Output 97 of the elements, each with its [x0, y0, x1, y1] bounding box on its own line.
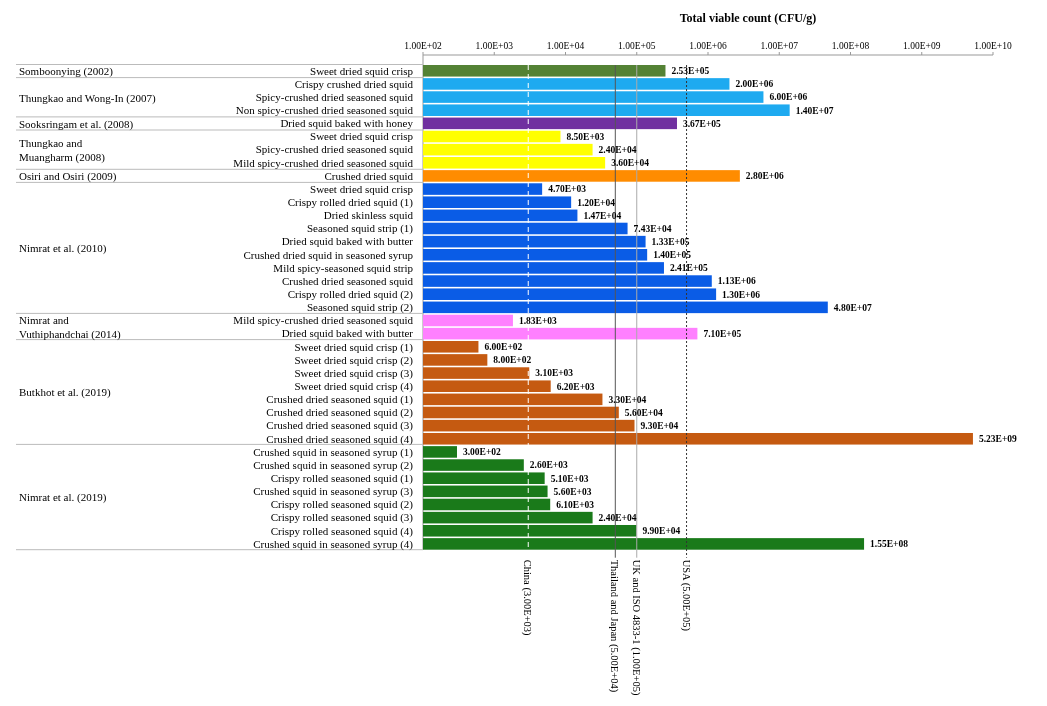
y-tick-label: Crispy rolled dried squid (1) — [287, 196, 414, 210]
x-tick-label: 1.00E+02 — [404, 41, 442, 51]
data-label: 8.00E+02 — [493, 355, 532, 366]
text: Butkhot et al. (2019) — [19, 386, 111, 400]
x-tick-label: 1.00E+06 — [689, 41, 727, 51]
data-label: 1.40E+07 — [795, 105, 834, 116]
y-tick-label: Seasoned squid strip (1) — [306, 222, 414, 236]
data-label: 9.30E+04 — [640, 420, 679, 431]
data-label: 5.23E+09 — [978, 434, 1018, 445]
y-tick-label: Crispy rolled seasoned squid (2) — [270, 498, 414, 512]
data-label: 1.83E+03 — [518, 315, 558, 326]
data-label: 6.20E+03 — [556, 381, 595, 392]
data-label: 6.00E+06 — [769, 92, 808, 103]
data-label: 2.40E+04 — [598, 144, 637, 155]
data-label: 5.60E+04 — [624, 407, 663, 418]
text: Nimrat et al. (2010) — [19, 242, 107, 256]
data-label: 9.90E+04 — [642, 526, 681, 537]
x-tick-label: 1.00E+10 — [974, 41, 1012, 51]
y-tick-label: Dried squid baked with honey — [280, 117, 414, 130]
data-label: 3.10E+03 — [535, 368, 574, 379]
data-label: 1.20E+04 — [577, 197, 616, 208]
data-label: 6.00E+02 — [484, 342, 523, 353]
y-tick-label: Non spicy-crushed dried seasoned squid — [235, 104, 414, 117]
data-label: 1.30E+06 — [722, 289, 761, 300]
y-tick-label: Sweet dried squid crisp — [310, 64, 414, 77]
data-label: 4.70E+03 — [548, 184, 587, 195]
x-tick-label: 1.00E+08 — [831, 41, 870, 51]
data-label: 3.60E+04 — [611, 158, 650, 169]
y-tick-label: Crushed squid in seasoned syrup (3) — [253, 485, 414, 499]
y-tick-label: Seasoned squid strip (2) — [306, 301, 414, 315]
text: Sooksringam et al. (2008) — [19, 117, 134, 131]
data-label: 8.50E+03 — [566, 131, 605, 142]
y-tick-label: Dried skinless squid — [323, 209, 414, 222]
ref-line-label: UK and ISO 4833-1 (1.00E+05) — [629, 559, 642, 696]
y-tick-label: Spicy-crushed dried seasoned squid — [255, 90, 414, 103]
text: Osiri and Osiri (2009) — [19, 170, 117, 184]
y-tick-label: Sweet dried squid crisp — [310, 182, 414, 195]
data-label: 1.47E+04 — [583, 210, 622, 221]
y-tick-label: Dried squid baked with butter — [281, 327, 414, 340]
y-tick-label: Crushed dried seasoned squid — [281, 274, 414, 287]
y-tick-label: Crispy rolled seasoned squid (4) — [270, 524, 414, 538]
data-label: 2.80E+06 — [745, 171, 784, 182]
data-label: 5.10E+03 — [550, 473, 589, 484]
data-label: 1.55E+08 — [870, 539, 909, 550]
y-tick-label: Crushed dried seasoned squid (1) — [266, 393, 414, 407]
y-tick-label: Crushed dried seasoned squid (2) — [266, 406, 414, 420]
y-tick-label: Crispy rolled dried squid (2) — [287, 288, 414, 302]
y-tick-label: Dried squid baked with butter — [281, 235, 414, 248]
x-tick-label: 1.00E+09 — [903, 41, 941, 51]
data-label: 2.53E+05 — [671, 66, 710, 77]
data-label: 7.10E+05 — [703, 328, 742, 339]
y-tick-label: Sweet dried squid crisp (1) — [294, 340, 414, 354]
y-tick-label: Sweet dried squid crisp (4) — [294, 380, 414, 394]
ref-line-label: USA (5.00E+05) — [679, 559, 692, 632]
x-axis-title: Total viable count (CFU/g) — [679, 11, 817, 25]
y-tick-label: Mild spicy-seasoned squid strip — [273, 261, 414, 274]
data-label: 6.10E+03 — [556, 499, 595, 510]
y-tick-label: Crushed squid in seasoned syrup (2) — [253, 458, 414, 472]
data-label: 3.30E+04 — [608, 394, 647, 405]
y-tick-label: Crispy crushed dried squid — [294, 77, 414, 90]
y-tick-label: Sweet dried squid crisp (2) — [294, 353, 414, 367]
y-tick-label: Crispy rolled seasoned squid (1) — [270, 472, 414, 486]
y-tick-label: Crushed dried squid — [324, 169, 414, 182]
x-tick-label: 1.00E+07 — [760, 41, 799, 51]
data-label: 2.41E+05 — [669, 263, 709, 274]
data-label: 2.60E+03 — [529, 460, 568, 471]
x-tick-label: 1.00E+04 — [546, 41, 585, 51]
data-label: 2.40E+04 — [598, 512, 637, 523]
data-label: 3.67E+05 — [682, 118, 722, 129]
data-label: 3.00E+02 — [462, 447, 502, 458]
y-tick-label: Mild spicy-crushed dried seasoned squid — [233, 156, 414, 169]
data-label: 2.00E+06 — [735, 79, 774, 90]
y-tick-label: Sweet dried squid crisp — [310, 130, 414, 143]
y-tick-label: Sweet dried squid crisp (3) — [294, 366, 414, 380]
ref-line-label: Thailand and Japan (5.00E+04) — [608, 559, 621, 693]
x-tick-label: 1.00E+03 — [475, 41, 514, 51]
text: Nimrat and Vuthiphandchai (2014) — [19, 313, 122, 341]
y-tick-label: Spicy-crushed dried seasoned squid — [255, 143, 414, 156]
x-tick-label: 1.00E+05 — [618, 41, 656, 51]
y-tick-label: Crushed dried seasoned squid (4) — [266, 432, 414, 446]
text: Thungkao and Wong-In (2007) — [19, 91, 157, 105]
y-tick-label: Crushed dried squid in seasoned syrup — [243, 248, 414, 261]
y-tick-label: Crispy rolled seasoned squid (3) — [270, 511, 414, 525]
y-tick-label: Crushed squid in seasoned syrup (4) — [253, 537, 414, 551]
data-label: 5.60E+03 — [553, 486, 592, 497]
data-label: 7.43E+04 — [633, 223, 672, 234]
data-label: 4.80E+07 — [833, 302, 872, 313]
data-label: 1.13E+06 — [717, 276, 756, 287]
data-label: 1.33E+05 — [651, 236, 690, 247]
y-tick-label: Mild spicy-crushed dried seasoned squid — [233, 314, 414, 327]
data-label: 1.40E+05 — [653, 250, 692, 261]
text: Somboonying (2002) — [19, 65, 114, 79]
ref-line-label: China (3.00E+03) — [521, 559, 534, 637]
y-tick-label: Crushed dried seasoned squid (3) — [266, 419, 414, 433]
text: Thungkao and Muangharm (2008) — [19, 137, 106, 164]
y-tick-label: Crushed squid in seasoned syrup (1) — [253, 445, 414, 459]
text: Nimrat et al. (2019) — [19, 491, 107, 505]
